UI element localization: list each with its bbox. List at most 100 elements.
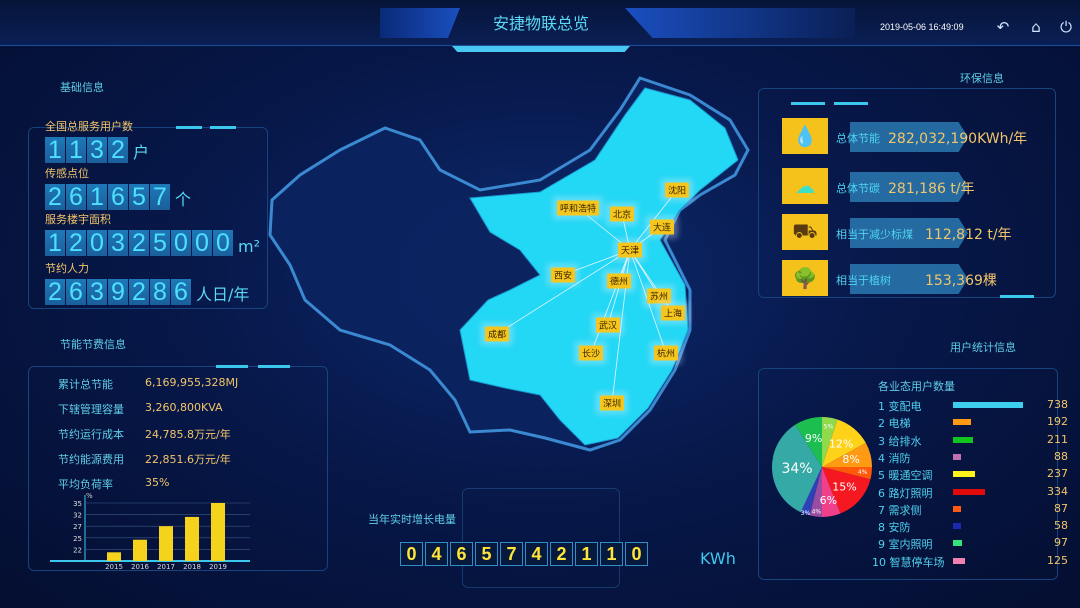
basic-item-unit: m² — [238, 237, 260, 256]
growth-unit: KWh — [700, 549, 736, 568]
digit: 9 — [108, 279, 128, 306]
digit: 7 — [150, 184, 170, 211]
digit: 3 — [87, 279, 107, 306]
env-value-tag — [850, 172, 968, 202]
coal-cart-icon: ⛟ — [782, 214, 828, 250]
user-type-count: 211 — [1047, 432, 1068, 446]
y-axis-label: % — [86, 492, 93, 500]
decor-dash — [210, 126, 236, 129]
digit: 5 — [129, 184, 149, 211]
energy-row: 节约能源费用 22,851.6万元/年 — [58, 451, 318, 467]
env-item-value: 282,032,190KWh/年 — [888, 131, 1028, 147]
y-tick-label: 27 — [73, 523, 82, 531]
city-label[interactable]: 杭州 — [653, 345, 679, 361]
user-type-row: 8 安防 58 — [878, 519, 1068, 535]
city-label[interactable]: 北京 — [609, 206, 635, 222]
user-type-name: 5 暖通空调 — [878, 469, 933, 483]
x-tick-label: 2017 — [157, 563, 175, 570]
digit: 2 — [129, 230, 149, 257]
counter-digit: 7 — [500, 542, 523, 566]
decor-dash — [791, 102, 825, 105]
digit: 0 — [171, 230, 191, 257]
env-item-value: 112,812 t/年 — [925, 227, 1012, 243]
basic-item-unit: 人日/年 — [196, 285, 250, 304]
user-type-count: 192 — [1047, 415, 1068, 429]
user-type-row: 5 暖通空调 237 — [878, 467, 1068, 483]
user-type-name: 4 消防 — [878, 451, 911, 465]
city-label[interactable]: 大连 — [649, 219, 675, 235]
title-underline — [452, 46, 630, 52]
city-label[interactable]: 苏州 — [646, 288, 672, 304]
digit: 0 — [87, 230, 107, 257]
y-tick-label: 22 — [73, 546, 82, 554]
basic-info-title: 基础信息 — [60, 81, 104, 94]
pie-slice-label: 34% — [781, 461, 812, 477]
user-type-name: 2 电梯 — [878, 417, 911, 431]
header-wing-left — [380, 8, 460, 38]
counter-digit: 2 — [550, 542, 573, 566]
digit: 1 — [45, 230, 65, 257]
city-label[interactable]: 武汉 — [595, 317, 621, 333]
env-value-tag — [850, 264, 968, 294]
user-type-name: 1 变配电 — [878, 400, 922, 413]
user-type-row: 9 室内照明 97 — [878, 536, 1068, 552]
user-type-count: 88 — [1054, 449, 1068, 463]
x-tick-label: 2019 — [209, 563, 227, 570]
back-icon[interactable]: ↶ — [996, 18, 1010, 36]
pie-slice-label: 8% — [842, 453, 859, 466]
counter-digit: 6 — [450, 542, 473, 566]
city-label[interactable]: 深圳 — [599, 395, 625, 411]
bar-2019 — [211, 503, 225, 561]
env-info-frame — [758, 88, 1056, 298]
pie-slice — [822, 467, 872, 480]
user-type-count: 738 — [1047, 398, 1068, 411]
energy-row-label: 节约能源费用 — [58, 453, 124, 466]
flow-line — [496, 249, 631, 335]
digit: 0 — [192, 230, 212, 257]
bar-2018 — [185, 516, 199, 561]
energy-row: 下辖管理容量 3,260,800KVA — [58, 401, 318, 417]
energy-row-value: 24,785.8万元/年 — [145, 428, 231, 441]
energy-info-frame — [28, 366, 328, 571]
city-label[interactable]: 西安 — [550, 267, 576, 283]
pie-slice — [822, 417, 838, 467]
pie-slice-label: 4% — [858, 469, 868, 476]
page-title: 安捷物联总览 — [492, 14, 589, 33]
pie-slice-label: 3% — [801, 510, 811, 517]
city-label[interactable]: 呼和浩特 — [556, 200, 600, 216]
city-label[interactable]: 成都 — [484, 326, 510, 342]
user-type-bar — [953, 471, 976, 478]
decor-dash — [176, 126, 202, 129]
digit: 2 — [108, 137, 128, 164]
user-type-bar — [953, 523, 961, 530]
city-label[interactable]: 上海 — [660, 305, 686, 321]
digit: 5 — [150, 230, 170, 257]
basic-item-label: 服务楼宇面积 — [45, 213, 111, 226]
digit: 6 — [66, 279, 86, 306]
user-type-count: 334 — [1047, 484, 1068, 498]
user-type-name: 8 安防 — [878, 521, 911, 535]
pie-slice-label: 12% — [829, 438, 853, 451]
env-item-value: 153,369棵 — [925, 273, 997, 289]
user-type-row: 1 变配电 738 — [878, 398, 1068, 414]
home-icon[interactable]: ⌂ — [1031, 18, 1041, 36]
city-label[interactable]: 德州 — [606, 273, 632, 289]
user-type-row: 6 路灯照明 334 — [878, 485, 1068, 501]
growth-frame — [462, 488, 620, 588]
user-stats-frame — [758, 368, 1058, 580]
pie-slice — [795, 417, 822, 467]
user-stats-subtitle: 各业态用户数量 — [878, 380, 955, 393]
env-value-tag — [850, 122, 968, 152]
digit: 2 — [45, 184, 65, 211]
city-label[interactable]: 沈阳 — [664, 182, 690, 198]
basic-item-label: 传感点位 — [45, 167, 89, 180]
pie-slice — [822, 419, 866, 467]
city-label[interactable]: 天津 — [617, 242, 643, 258]
power-icon[interactable]: ⏻ — [1060, 18, 1072, 36]
user-type-count: 97 — [1054, 536, 1068, 550]
user-type-row: 7 需求侧 87 — [878, 502, 1068, 518]
digit: 6 — [108, 184, 128, 211]
user-type-row: 2 电梯 192 — [878, 415, 1068, 431]
city-label[interactable]: 长沙 — [578, 345, 604, 361]
basic-item-value: 2 6 3 9 2 8 6 人日/年 — [45, 279, 250, 306]
